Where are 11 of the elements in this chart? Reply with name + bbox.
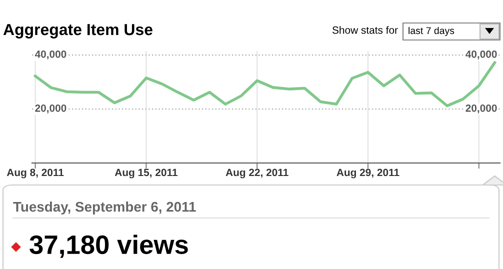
text: 37,180 views	[30, 234, 188, 258]
x-tick-label: Aug 8, 2011	[6, 168, 64, 178]
x-tick-label: Aug 29, 2011	[336, 168, 400, 178]
y2-tick-label: 40,000	[466, 50, 497, 60]
x-tick-label: Aug 15, 2011	[114, 168, 178, 178]
chart-title: Aggregate Item Use	[3, 24, 152, 38]
text: last 7 days	[408, 26, 454, 36]
text: Tuesday, September 6, 2011	[13, 202, 196, 214]
y2-tick-label: 20,000	[466, 104, 497, 114]
x-tick-label: Aug 22, 2011	[226, 168, 288, 178]
text: Show stats for	[332, 26, 398, 34]
